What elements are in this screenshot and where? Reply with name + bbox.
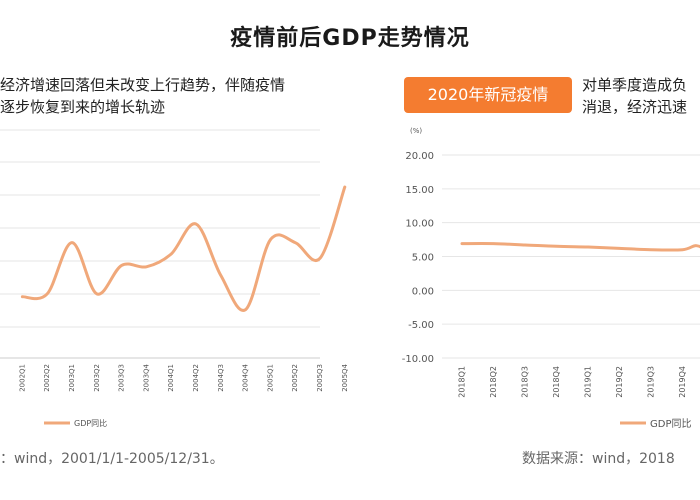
left-x-tick-label: 2003Q1 — [68, 364, 76, 392]
right-description: 对单季度造成负 消退，经济迅速 — [582, 74, 700, 118]
right-y-tick-label: -5.00 — [408, 320, 434, 331]
left-x-tick-label: 2004Q4 — [242, 363, 250, 391]
left-source: ：wind，2001/1/1-2005/12/31。 — [0, 451, 224, 467]
left-description: 经济增速回落但未改变上行趋势，伴随疫情 逐步恢复到来的增长轨迹 — [0, 74, 345, 118]
right-x-tick-label: 2018Q4 — [552, 366, 561, 398]
right-x-tick-label: 2018Q1 — [458, 366, 467, 398]
left-x-tick-label: 2003Q4 — [142, 363, 150, 391]
right-y-axis-label: (%) — [410, 127, 422, 135]
right-x-tick-label: 2018Q3 — [521, 366, 530, 398]
left-desc-line-1: 经济增速回落但未改变上行趋势，伴随疫情 — [0, 76, 286, 94]
right-y-tick-label: -10.00 — [402, 354, 434, 365]
right-x-tick-label: 2018Q2 — [489, 366, 498, 398]
left-gdp-chart: 2002Q1 2002Q2 2003Q1 2003Q2 2003Q3 2003Q4 2004… — [0, 129, 349, 428]
right-y-tick-label: 0.00 — [412, 286, 434, 297]
right-source: 数据来源：wind，2018 — [522, 451, 675, 467]
left-desc-line-2: 逐步恢复到来的增长轨迹 — [0, 98, 166, 116]
left-x-tick-label: 2004Q1 — [167, 364, 175, 392]
right-y-tick-label: 10.00 — [405, 219, 434, 230]
page-title: 疫情前后GDP走势情况 — [230, 26, 470, 51]
right-desc-line-1: 对单季度造成负 — [582, 76, 688, 94]
right-x-tick-label: 2019Q4 — [678, 366, 687, 398]
left-x-tick-label: 2005Q1 — [266, 364, 274, 392]
right-desc-line-2: 消退，经济迅速 — [582, 98, 688, 116]
left-x-tick-label: 2002Q1 — [18, 364, 26, 392]
right-x-tick-label: 2019Q1 — [584, 366, 593, 398]
covid-badge: 2020年新冠疫情 — [404, 77, 572, 113]
left-series-line — [20, 185, 347, 312]
left-legend-label: GDP同比 — [74, 418, 107, 428]
right-legend-label: GDP同比 — [650, 418, 691, 430]
right-y-tick-label: 5.00 — [412, 253, 434, 264]
right-x-tick-label: 2019Q2 — [615, 366, 624, 398]
left-x-tick-label: 2003Q3 — [118, 364, 126, 392]
right-y-tick-label: 20.00 — [405, 151, 434, 162]
right-series-line — [460, 242, 700, 252]
left-x-tick-label: 2004Q3 — [217, 364, 225, 392]
left-x-tick-label: 2005Q2 — [291, 364, 299, 392]
left-x-tick-label: 2004Q2 — [192, 364, 200, 392]
right-x-tick-label: 2019Q3 — [647, 366, 656, 398]
left-x-tick-label: 2002Q2 — [43, 364, 51, 392]
left-x-tick-label: 2003Q2 — [93, 364, 101, 392]
left-x-tick-label: 2005Q4 — [341, 363, 349, 391]
left-x-tick-label: 2005Q3 — [316, 364, 324, 392]
right-y-tick-label: 15.00 — [405, 185, 434, 196]
